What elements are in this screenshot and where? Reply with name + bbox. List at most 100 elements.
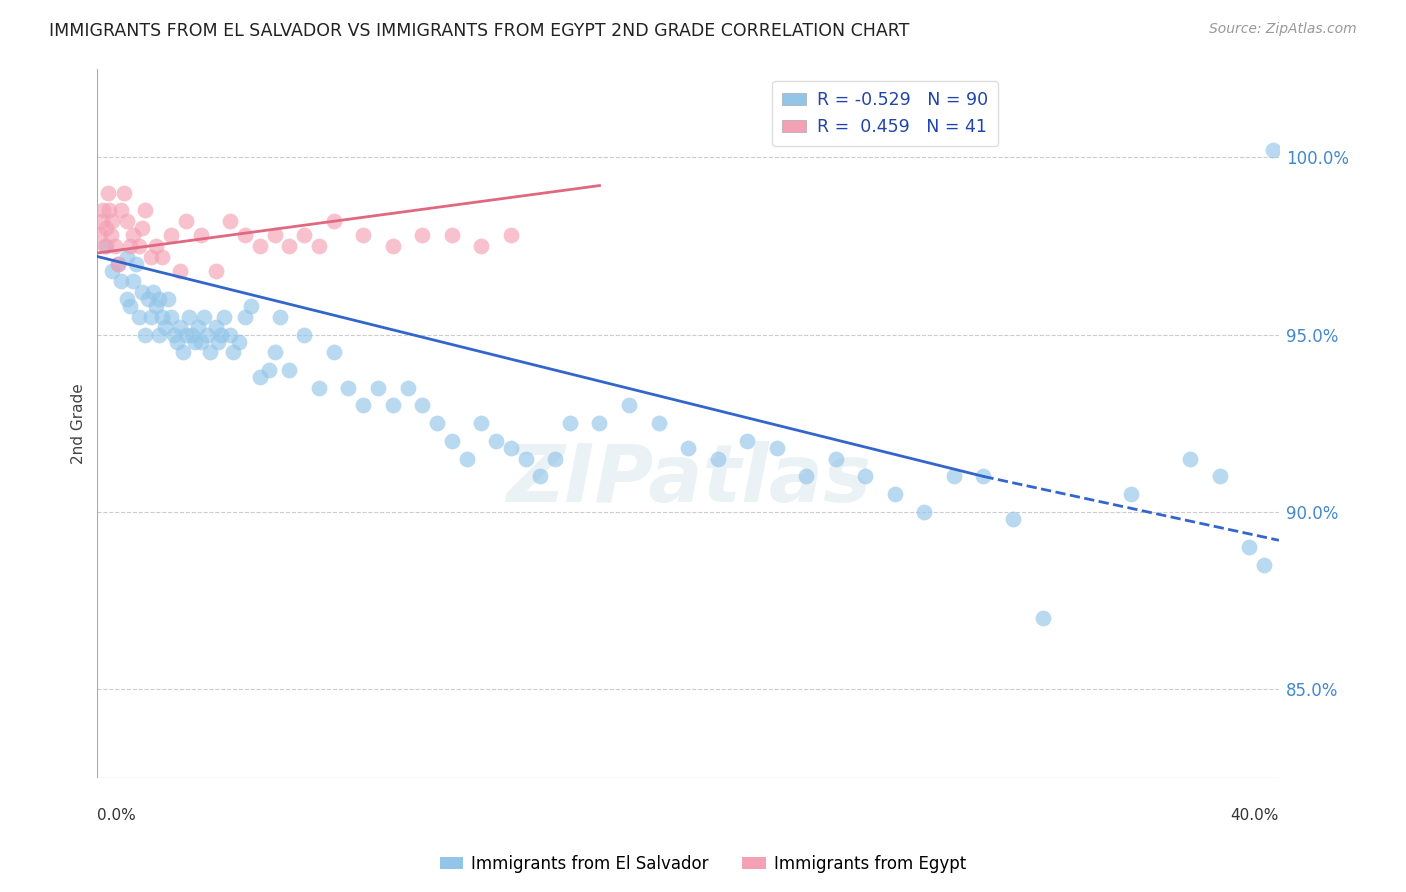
Point: [209, 327, 232, 342]
Point: [96, 239, 118, 253]
Point: [239, 299, 262, 313]
Point: [396, 381, 419, 395]
Point: [131, 285, 153, 299]
Point: [249, 370, 271, 384]
Point: [148, 292, 170, 306]
Point: [1253, 558, 1275, 573]
Point: [426, 416, 449, 430]
Text: IMMIGRANTS FROM EL SALVADOR VS IMMIGRANTS FROM EGYPT 2ND GRADE CORRELATION CHART: IMMIGRANTS FROM EL SALVADOR VS IMMIGRANT…: [49, 22, 910, 40]
Point: [136, 292, 159, 306]
Point: [219, 214, 242, 228]
Point: [101, 214, 124, 228]
Point: [187, 320, 209, 334]
Point: [98, 203, 121, 218]
Point: [204, 263, 226, 277]
Point: [134, 327, 156, 342]
Text: 0.0%: 0.0%: [97, 808, 136, 823]
Point: [706, 451, 728, 466]
Point: [118, 239, 141, 253]
Point: [91, 203, 114, 218]
Point: [367, 381, 389, 395]
Point: [942, 469, 965, 483]
Point: [172, 345, 194, 359]
Point: [89, 228, 111, 243]
Point: [470, 416, 492, 430]
Point: [322, 214, 344, 228]
Point: [142, 285, 165, 299]
Point: [440, 228, 463, 243]
Point: [97, 186, 120, 200]
Point: [278, 363, 301, 377]
Point: [485, 434, 508, 448]
Point: [131, 221, 153, 235]
Point: [110, 274, 132, 288]
Point: [90, 214, 112, 228]
Point: [134, 203, 156, 218]
Point: [128, 239, 150, 253]
Point: [269, 310, 291, 324]
Point: [647, 416, 669, 430]
Point: [456, 451, 478, 466]
Point: [150, 310, 173, 324]
Point: [139, 250, 162, 264]
Point: [337, 381, 360, 395]
Point: [515, 451, 537, 466]
Point: [184, 334, 207, 349]
Point: [163, 327, 186, 342]
Point: [972, 469, 994, 483]
Text: ZIPatlas: ZIPatlas: [506, 441, 870, 519]
Point: [193, 310, 215, 324]
Point: [166, 334, 188, 349]
Point: [529, 469, 551, 483]
Legend: Immigrants from El Salvador, Immigrants from Egypt: Immigrants from El Salvador, Immigrants …: [433, 848, 973, 880]
Point: [207, 334, 229, 349]
Point: [322, 345, 344, 359]
Point: [1261, 143, 1284, 157]
Point: [169, 320, 191, 334]
Point: [1209, 469, 1232, 483]
Point: [107, 257, 129, 271]
Point: [125, 257, 148, 271]
Point: [470, 239, 492, 253]
Point: [150, 250, 173, 264]
Point: [381, 239, 404, 253]
Point: [145, 239, 167, 253]
Point: [190, 334, 212, 349]
Point: [190, 228, 212, 243]
Point: [115, 250, 138, 264]
Point: [195, 327, 218, 342]
Point: [1239, 541, 1261, 555]
Point: [112, 186, 135, 200]
Point: [96, 221, 118, 235]
Point: [558, 416, 581, 430]
Point: [219, 327, 242, 342]
Point: [883, 487, 905, 501]
Point: [257, 363, 280, 377]
Point: [440, 434, 463, 448]
Point: [121, 228, 143, 243]
Point: [249, 239, 271, 253]
Point: [115, 214, 138, 228]
Point: [292, 327, 315, 342]
Point: [101, 263, 124, 277]
Point: [411, 399, 433, 413]
Point: [588, 416, 610, 430]
Point: [128, 310, 150, 324]
Point: [1180, 451, 1202, 466]
Point: [157, 292, 180, 306]
Point: [499, 228, 522, 243]
Point: [352, 228, 374, 243]
Point: [278, 239, 301, 253]
Point: [160, 228, 183, 243]
Point: [765, 441, 787, 455]
Point: [169, 263, 191, 277]
Point: [174, 327, 197, 342]
Point: [912, 505, 935, 519]
Point: [263, 228, 285, 243]
Text: 40.0%: 40.0%: [1230, 808, 1279, 823]
Point: [93, 239, 115, 253]
Point: [824, 451, 846, 466]
Point: [118, 299, 141, 313]
Point: [180, 327, 202, 342]
Point: [233, 310, 256, 324]
